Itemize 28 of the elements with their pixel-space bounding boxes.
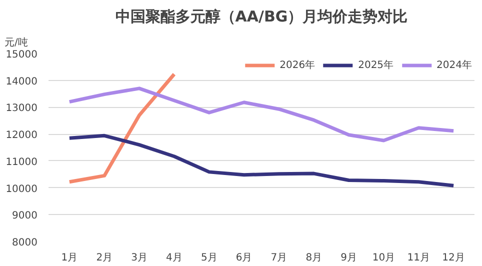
legend-label: 2024年: [436, 59, 472, 72]
x-tick-label: 11月: [407, 252, 430, 264]
line-series: [68, 86, 456, 142]
x-tick-label: 9月: [340, 252, 357, 264]
x-tick-label: 1月: [61, 252, 78, 264]
y-tick-label: 9000: [12, 210, 38, 222]
y-tick-label: 14000: [6, 76, 38, 88]
y-tick-label: 15000: [6, 50, 38, 60]
y-tick-label: 12000: [6, 130, 38, 142]
y-axis-title: 元/吨: [4, 36, 28, 48]
y-tick-label: 10000: [6, 184, 38, 195]
x-tick-label: 4月: [166, 252, 182, 264]
x-tick-label: 3月: [131, 252, 148, 264]
x-tick-label: 5月: [200, 252, 218, 264]
x-tick-label: 10月: [372, 252, 396, 264]
y-tick-label: 11000: [6, 156, 38, 168]
x-tick-label: 6月: [236, 252, 252, 264]
x-tick-label: 12月: [442, 252, 465, 264]
line-series: [68, 72, 176, 184]
y-tick-label: 13000: [6, 103, 38, 114]
x-tick-label: 2月: [96, 252, 113, 264]
chart-title: 中国聚酯多元醇（AA/BG）月均价走势对比: [115, 8, 408, 26]
x-tick-label: 8月: [306, 252, 322, 264]
line-series: [68, 134, 456, 188]
legend-label: 2026年: [280, 59, 316, 72]
x-tick-label: 7月: [270, 252, 288, 264]
y-tick-label: 8000: [12, 238, 38, 248]
legend-label: 2025年: [358, 59, 394, 72]
